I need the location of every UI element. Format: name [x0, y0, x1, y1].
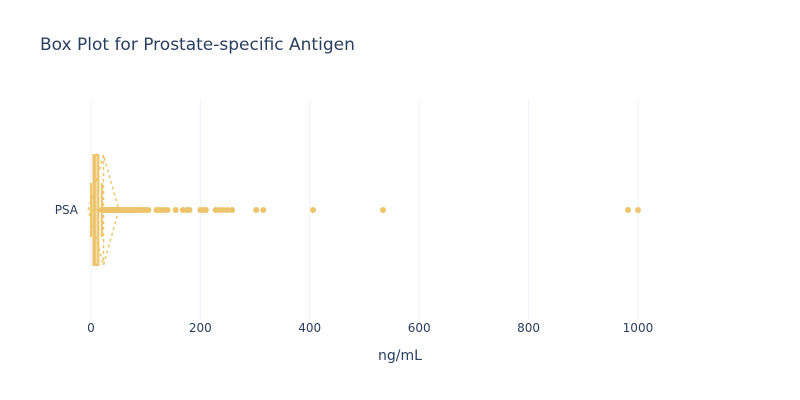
x-tick-label: 600: [408, 321, 431, 335]
outlier-point: [172, 207, 179, 213]
iqr-box[interactable]: [92, 154, 100, 266]
chart-title: Box Plot for Prostate-specific Antigen: [40, 35, 355, 55]
x-tick-label: 800: [517, 321, 540, 335]
outlier-point: [145, 207, 152, 213]
x-tick-label: 400: [298, 321, 321, 335]
outlier-point: [310, 207, 317, 213]
x-axis-ticks: 0 200 400 600 800 1000: [87, 321, 653, 335]
x-tick-label: 200: [189, 321, 212, 335]
outlier-point: [229, 207, 236, 213]
outlier-point: [380, 207, 387, 213]
outlier-point: [260, 207, 267, 213]
outlier-point: [164, 207, 171, 213]
outlier-point: [220, 207, 227, 213]
outlier-point: [634, 207, 641, 213]
outlier-points: [98, 207, 641, 213]
x-tick-label: 1000: [623, 321, 654, 335]
outlier-point: [253, 207, 260, 213]
outlier-point: [186, 207, 193, 213]
outlier-point: [625, 207, 632, 213]
y-tick-label: PSA: [55, 203, 79, 217]
y-axis-ticks: PSA: [55, 203, 79, 217]
x-axis-title: ng/mL: [378, 348, 422, 364]
outlier-point: [224, 207, 231, 213]
x-tick-label: 0: [87, 321, 95, 335]
outlier-point: [202, 207, 209, 213]
